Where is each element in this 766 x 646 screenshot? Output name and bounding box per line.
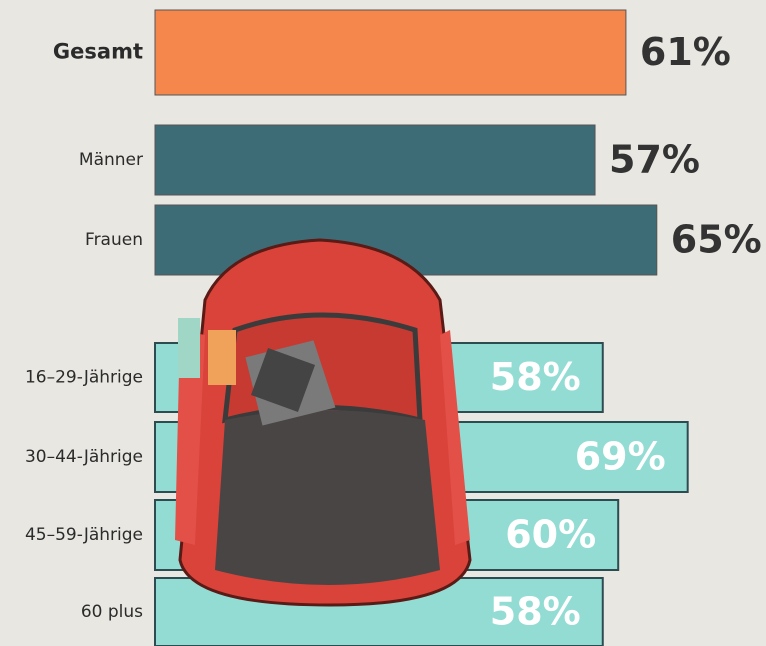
value-label: 69% [575, 435, 666, 479]
category-label: Männer [79, 150, 143, 170]
value-label: 58% [490, 590, 581, 634]
backpack-illustration [175, 240, 470, 605]
category-label: Gesamt [53, 40, 143, 64]
value-label: 58% [490, 355, 581, 399]
category-label: 30–44-Jährige [25, 447, 143, 467]
category-label: 45–59-Jährige [25, 525, 143, 545]
value-label: 57% [609, 138, 700, 182]
value-label: 61% [640, 30, 731, 74]
chart: Gesamt 61% Männer 57% Frauen 65% 16–29-Jährige… [0, 0, 766, 646]
bar [155, 125, 595, 195]
category-label: 16–29-Jährige [25, 368, 143, 388]
bar [155, 10, 626, 95]
category-label: Frauen [85, 230, 143, 250]
value-label: 65% [671, 218, 762, 262]
value-label: 60% [505, 513, 596, 557]
category-label: 60 plus [81, 602, 143, 622]
